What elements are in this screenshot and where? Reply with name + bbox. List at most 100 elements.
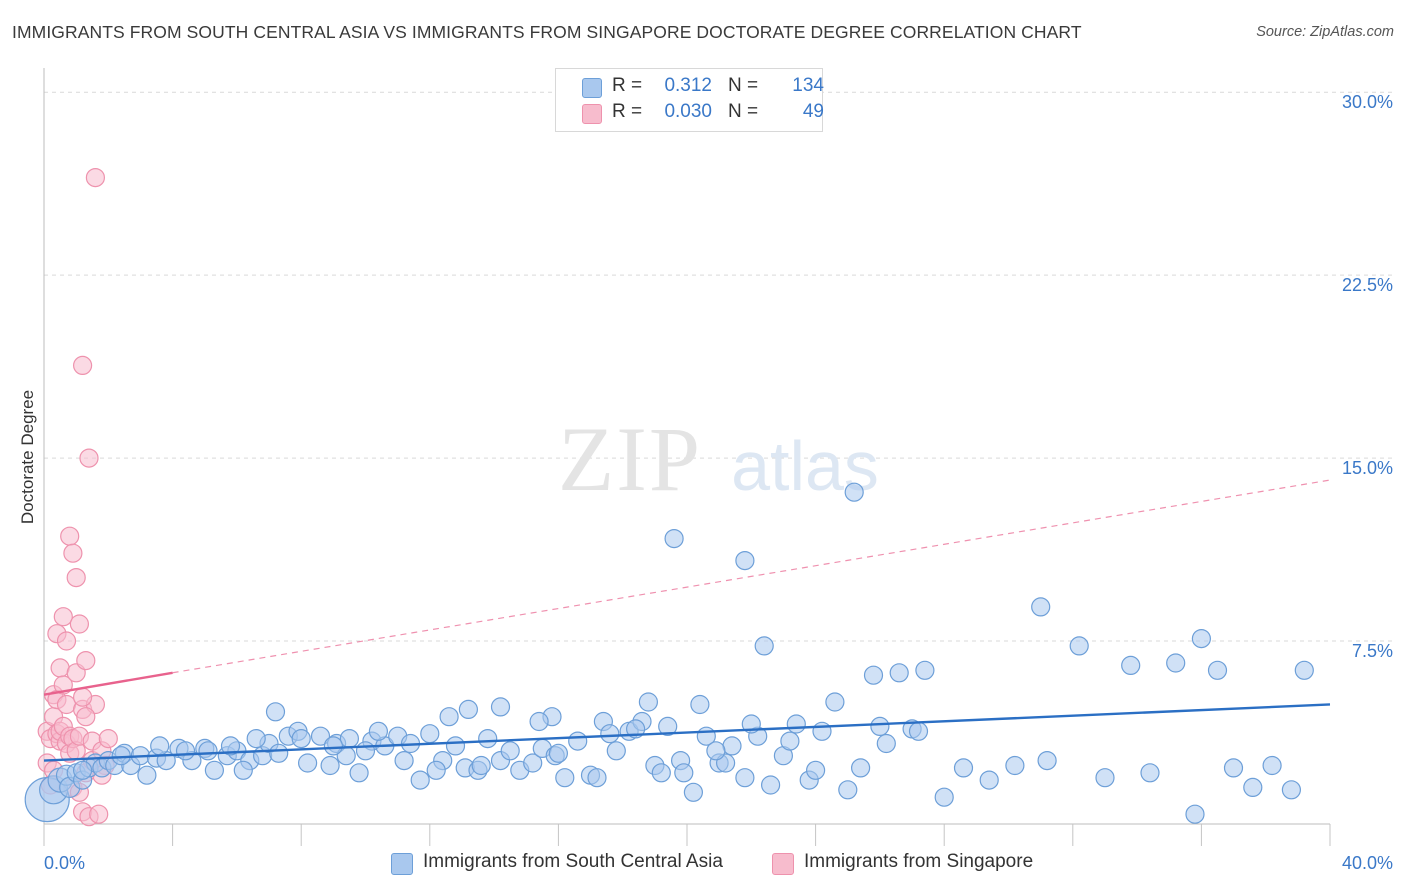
south-central-asia-point-141 bbox=[529, 711, 549, 732]
legend-swatch-blue bbox=[582, 78, 602, 98]
south-central-asia-point-99 bbox=[1281, 780, 1302, 800]
south-central-asia-point-32 bbox=[320, 755, 340, 776]
south-central-asia-point-74 bbox=[825, 692, 845, 712]
south-central-asia-point-53 bbox=[555, 768, 575, 788]
series-singapore-points bbox=[37, 168, 118, 827]
south-central-asia-point-48 bbox=[500, 741, 520, 761]
south-central-asia-point-76 bbox=[850, 758, 871, 778]
south-central-asia-point-135 bbox=[246, 728, 266, 749]
south-central-asia-point-139 bbox=[426, 760, 446, 780]
south-central-asia-point-75 bbox=[838, 780, 858, 800]
south-central-asia-point-15 bbox=[137, 765, 157, 785]
south-central-asia-point-101 bbox=[664, 528, 684, 549]
south-central-asia-point-104 bbox=[754, 636, 774, 656]
south-central-asia-point-90 bbox=[1121, 655, 1141, 676]
singapore-point-15 bbox=[53, 607, 73, 627]
singapore-point-17 bbox=[56, 631, 77, 651]
legend-n-label: N = bbox=[728, 101, 759, 122]
legend-r-value: 0.312 bbox=[664, 75, 712, 96]
source-label: Source: ZipAtlas.com bbox=[1256, 24, 1394, 40]
series-south-central-asia-points bbox=[24, 482, 1314, 824]
legend-r-value: 0.030 bbox=[664, 101, 712, 122]
south-central-asia-point-66 bbox=[722, 736, 742, 756]
south-central-asia-point-110 bbox=[690, 694, 710, 715]
south-central-asia-point-136 bbox=[323, 736, 343, 756]
south-central-asia-point-105 bbox=[490, 697, 511, 717]
singapore-point-11 bbox=[50, 658, 70, 678]
south-central-asia-point-35 bbox=[349, 763, 369, 783]
south-central-asia-point-91 bbox=[1140, 763, 1160, 783]
singapore-point-34 bbox=[76, 650, 96, 671]
south-central-asia-point-84 bbox=[979, 770, 999, 790]
south-central-asia-point-27 bbox=[269, 743, 289, 763]
singapore-point-27 bbox=[66, 567, 86, 588]
south-central-asia-point-77 bbox=[863, 665, 884, 685]
south-central-asia-point-40 bbox=[410, 770, 430, 790]
trend-line-south-central-asia bbox=[43, 703, 1331, 762]
south-central-asia-point-94 bbox=[1191, 628, 1212, 649]
bottom-legend-swatch-blue bbox=[391, 853, 413, 875]
south-central-asia-point-89 bbox=[1095, 768, 1115, 788]
legend-r-label: R = bbox=[612, 101, 643, 122]
south-central-asia-point-63 bbox=[683, 782, 704, 802]
y-tick-labels: 7.5% 15.0% 22.5% 30.0% bbox=[1342, 92, 1393, 661]
south-central-asia-point-41 bbox=[420, 724, 440, 744]
south-central-asia-point-117 bbox=[198, 741, 218, 761]
bottom-legend-label: Immigrants from South Central Asia bbox=[423, 851, 723, 872]
south-central-asia-point-92 bbox=[1166, 653, 1186, 673]
south-central-asia-point-131 bbox=[111, 746, 131, 766]
south-central-asia-point-125 bbox=[548, 743, 569, 763]
south-central-asia-point-124 bbox=[458, 699, 478, 720]
south-central-asia-point-93 bbox=[1185, 804, 1205, 824]
south-central-asia-point-123 bbox=[439, 707, 459, 727]
south-central-asia-point-81 bbox=[915, 660, 935, 680]
south-central-asia-point-137 bbox=[355, 741, 376, 761]
south-central-asia-point-108 bbox=[638, 692, 659, 712]
south-central-asia-point-133 bbox=[175, 741, 196, 761]
south-central-asia-point-69 bbox=[760, 775, 781, 795]
south-central-asia-point-30 bbox=[298, 753, 318, 773]
south-central-asia-point-87 bbox=[1037, 750, 1057, 771]
south-central-asia-point-43 bbox=[445, 736, 466, 756]
bottom-legend-swatch-pink bbox=[772, 853, 794, 875]
y-tick-label-2: 22.5% bbox=[1342, 275, 1393, 295]
south-central-asia-point-114 bbox=[805, 760, 826, 780]
singapore-point-22 bbox=[63, 543, 83, 563]
south-central-asia-point-85 bbox=[1005, 755, 1025, 776]
legend-swatch-pink bbox=[582, 104, 602, 124]
singapore-point-42 bbox=[89, 804, 109, 824]
singapore-point-40 bbox=[85, 168, 106, 188]
south-central-asia-point-129 bbox=[706, 741, 726, 761]
legend-n-label: N = bbox=[728, 75, 759, 96]
legend-n-value: 134 bbox=[792, 75, 824, 96]
south-central-asia-point-83 bbox=[953, 758, 974, 778]
south-central-asia-point-119 bbox=[265, 702, 286, 722]
south-central-asia-point-140 bbox=[471, 755, 491, 776]
south-central-asia-point-128 bbox=[674, 763, 694, 783]
south-central-asia-point-71 bbox=[786, 714, 806, 734]
legend-n-value: 49 bbox=[802, 101, 824, 122]
watermark-zip: ZIP bbox=[558, 408, 702, 510]
south-central-asia-point-61 bbox=[658, 716, 678, 737]
south-central-asia-point-130 bbox=[72, 760, 93, 780]
south-central-asia-point-78 bbox=[876, 733, 896, 754]
south-central-asia-point-120 bbox=[291, 728, 311, 749]
south-central-asia-point-86 bbox=[1031, 597, 1051, 617]
singapore-point-31 bbox=[72, 355, 93, 375]
south-central-asia-point-82 bbox=[934, 787, 954, 807]
south-central-asia-point-73 bbox=[812, 721, 832, 741]
south-central-asia-point-95 bbox=[1207, 660, 1228, 680]
south-central-asia-point-122 bbox=[368, 721, 388, 741]
x-tick-label-min: 0.0% bbox=[44, 853, 85, 873]
trend-line-singapore-extension bbox=[172, 479, 1331, 674]
south-central-asia-point-132 bbox=[150, 736, 170, 756]
y-tick-label-3: 30.0% bbox=[1342, 92, 1393, 112]
singapore-point-48 bbox=[72, 687, 93, 707]
y-tick-label-0: 7.5% bbox=[1352, 641, 1393, 661]
y-axis-label: Doctorate Degree bbox=[18, 390, 37, 524]
south-central-asia-point-98 bbox=[1262, 755, 1282, 776]
south-central-asia-point-116 bbox=[908, 721, 929, 741]
south-central-asia-point-138 bbox=[394, 750, 414, 771]
south-central-asia-point-109 bbox=[651, 763, 671, 783]
